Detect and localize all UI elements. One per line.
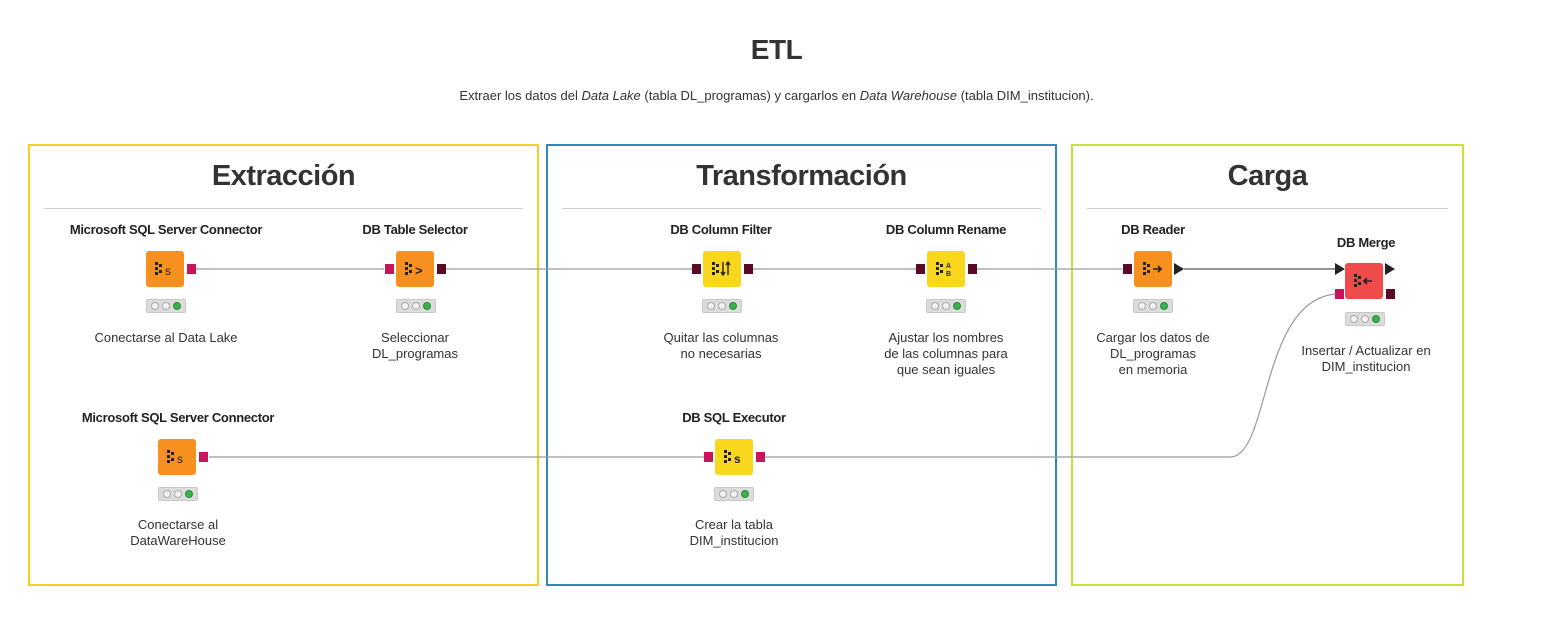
node-connector-dw[interactable]: s (158, 439, 196, 475)
section-carga: Carga (1071, 144, 1464, 586)
node-title: Microsoft SQL Server Connector (69, 222, 263, 237)
node-title: DB Reader (1121, 222, 1185, 237)
node-description: Conectarse al Data Lake (94, 330, 238, 345)
output-port-data[interactable] (1385, 263, 1395, 275)
database-sql-executor-icon: s (724, 450, 741, 466)
node-title: DB SQL Executor (682, 410, 786, 425)
page-title: ETL (750, 34, 803, 65)
node-title: DB Table Selector (362, 222, 468, 237)
input-port[interactable] (1335, 289, 1344, 299)
input-port[interactable] (1123, 264, 1132, 274)
node-merge[interactable] (1345, 263, 1383, 299)
node-description: Crear la tabla DIM_institucion (689, 517, 779, 548)
section-divider (1087, 208, 1448, 209)
database-table-selector-icon: > (405, 262, 423, 278)
input-port[interactable] (704, 452, 713, 462)
node-title: DB Column Rename (885, 222, 1007, 237)
node-status-indicator (396, 299, 436, 313)
output-port[interactable] (756, 452, 765, 462)
node-title: DB Merge (1336, 235, 1396, 250)
node-description: Ajustar los nombres de las columnas para… (884, 330, 1008, 377)
svg-text:s: s (734, 452, 741, 466)
database-merge-icon (1354, 274, 1372, 287)
node-description: Cargar los datos de DL_programas en memo… (1096, 330, 1210, 377)
input-port-data[interactable] (1335, 263, 1345, 275)
node-status-indicator (1133, 299, 1173, 313)
section-title: Transformación (696, 160, 907, 192)
section-divider (562, 208, 1041, 209)
section-transformacion: Transformación (546, 144, 1057, 586)
node-description: Seleccionar DL_programas (372, 330, 458, 361)
node-table-selector[interactable]: > (396, 251, 434, 287)
database-connector-icon: s (155, 262, 171, 278)
input-port[interactable] (692, 264, 701, 274)
output-port[interactable] (968, 264, 977, 274)
input-port[interactable] (916, 264, 925, 274)
database-connector-icon: s (167, 450, 183, 466)
output-port[interactable] (187, 264, 196, 274)
node-status-indicator (146, 299, 186, 313)
svg-text:s: s (165, 264, 171, 278)
output-port[interactable] (437, 264, 446, 274)
svg-text:>: > (415, 263, 423, 278)
node-description: Insertar / Actualizar en DIM_institucion (1301, 343, 1431, 374)
node-title: DB Column Filter (670, 222, 772, 237)
node-status-indicator (158, 487, 198, 501)
database-reader-icon (1143, 262, 1163, 275)
output-port[interactable] (744, 264, 753, 274)
database-column-filter-icon (712, 260, 731, 277)
svg-text:A: A (946, 263, 951, 270)
node-column-filter[interactable] (703, 251, 741, 287)
node-description: Conectarse al DataWareHouse (130, 517, 226, 548)
page-subtitle: Extraer los datos del Data Lake (tabla D… (459, 88, 1094, 103)
node-status-indicator (1345, 312, 1385, 326)
section-extraccion: Extracción (28, 144, 539, 586)
node-status-indicator (714, 487, 754, 501)
output-port-data[interactable] (1174, 263, 1184, 275)
node-sql-executor[interactable]: s (715, 439, 753, 475)
output-port[interactable] (1386, 289, 1395, 299)
section-divider (44, 208, 523, 209)
database-column-rename-icon: AB (936, 262, 951, 278)
node-reader[interactable] (1134, 251, 1172, 287)
input-port[interactable] (385, 264, 394, 274)
section-title: Carga (1227, 160, 1308, 192)
connection-executor-to-merge[interactable] (765, 293, 1337, 458)
svg-text:B: B (946, 271, 951, 278)
node-description: Quitar las columnas no necesarias (663, 330, 779, 361)
node-status-indicator (926, 299, 966, 313)
output-port[interactable] (199, 452, 208, 462)
node-connector-lake[interactable]: s (146, 251, 184, 287)
svg-text:s: s (177, 452, 183, 466)
node-title: Microsoft SQL Server Connector (81, 410, 275, 425)
section-title: Extracción (211, 160, 356, 192)
node-status-indicator (702, 299, 742, 313)
